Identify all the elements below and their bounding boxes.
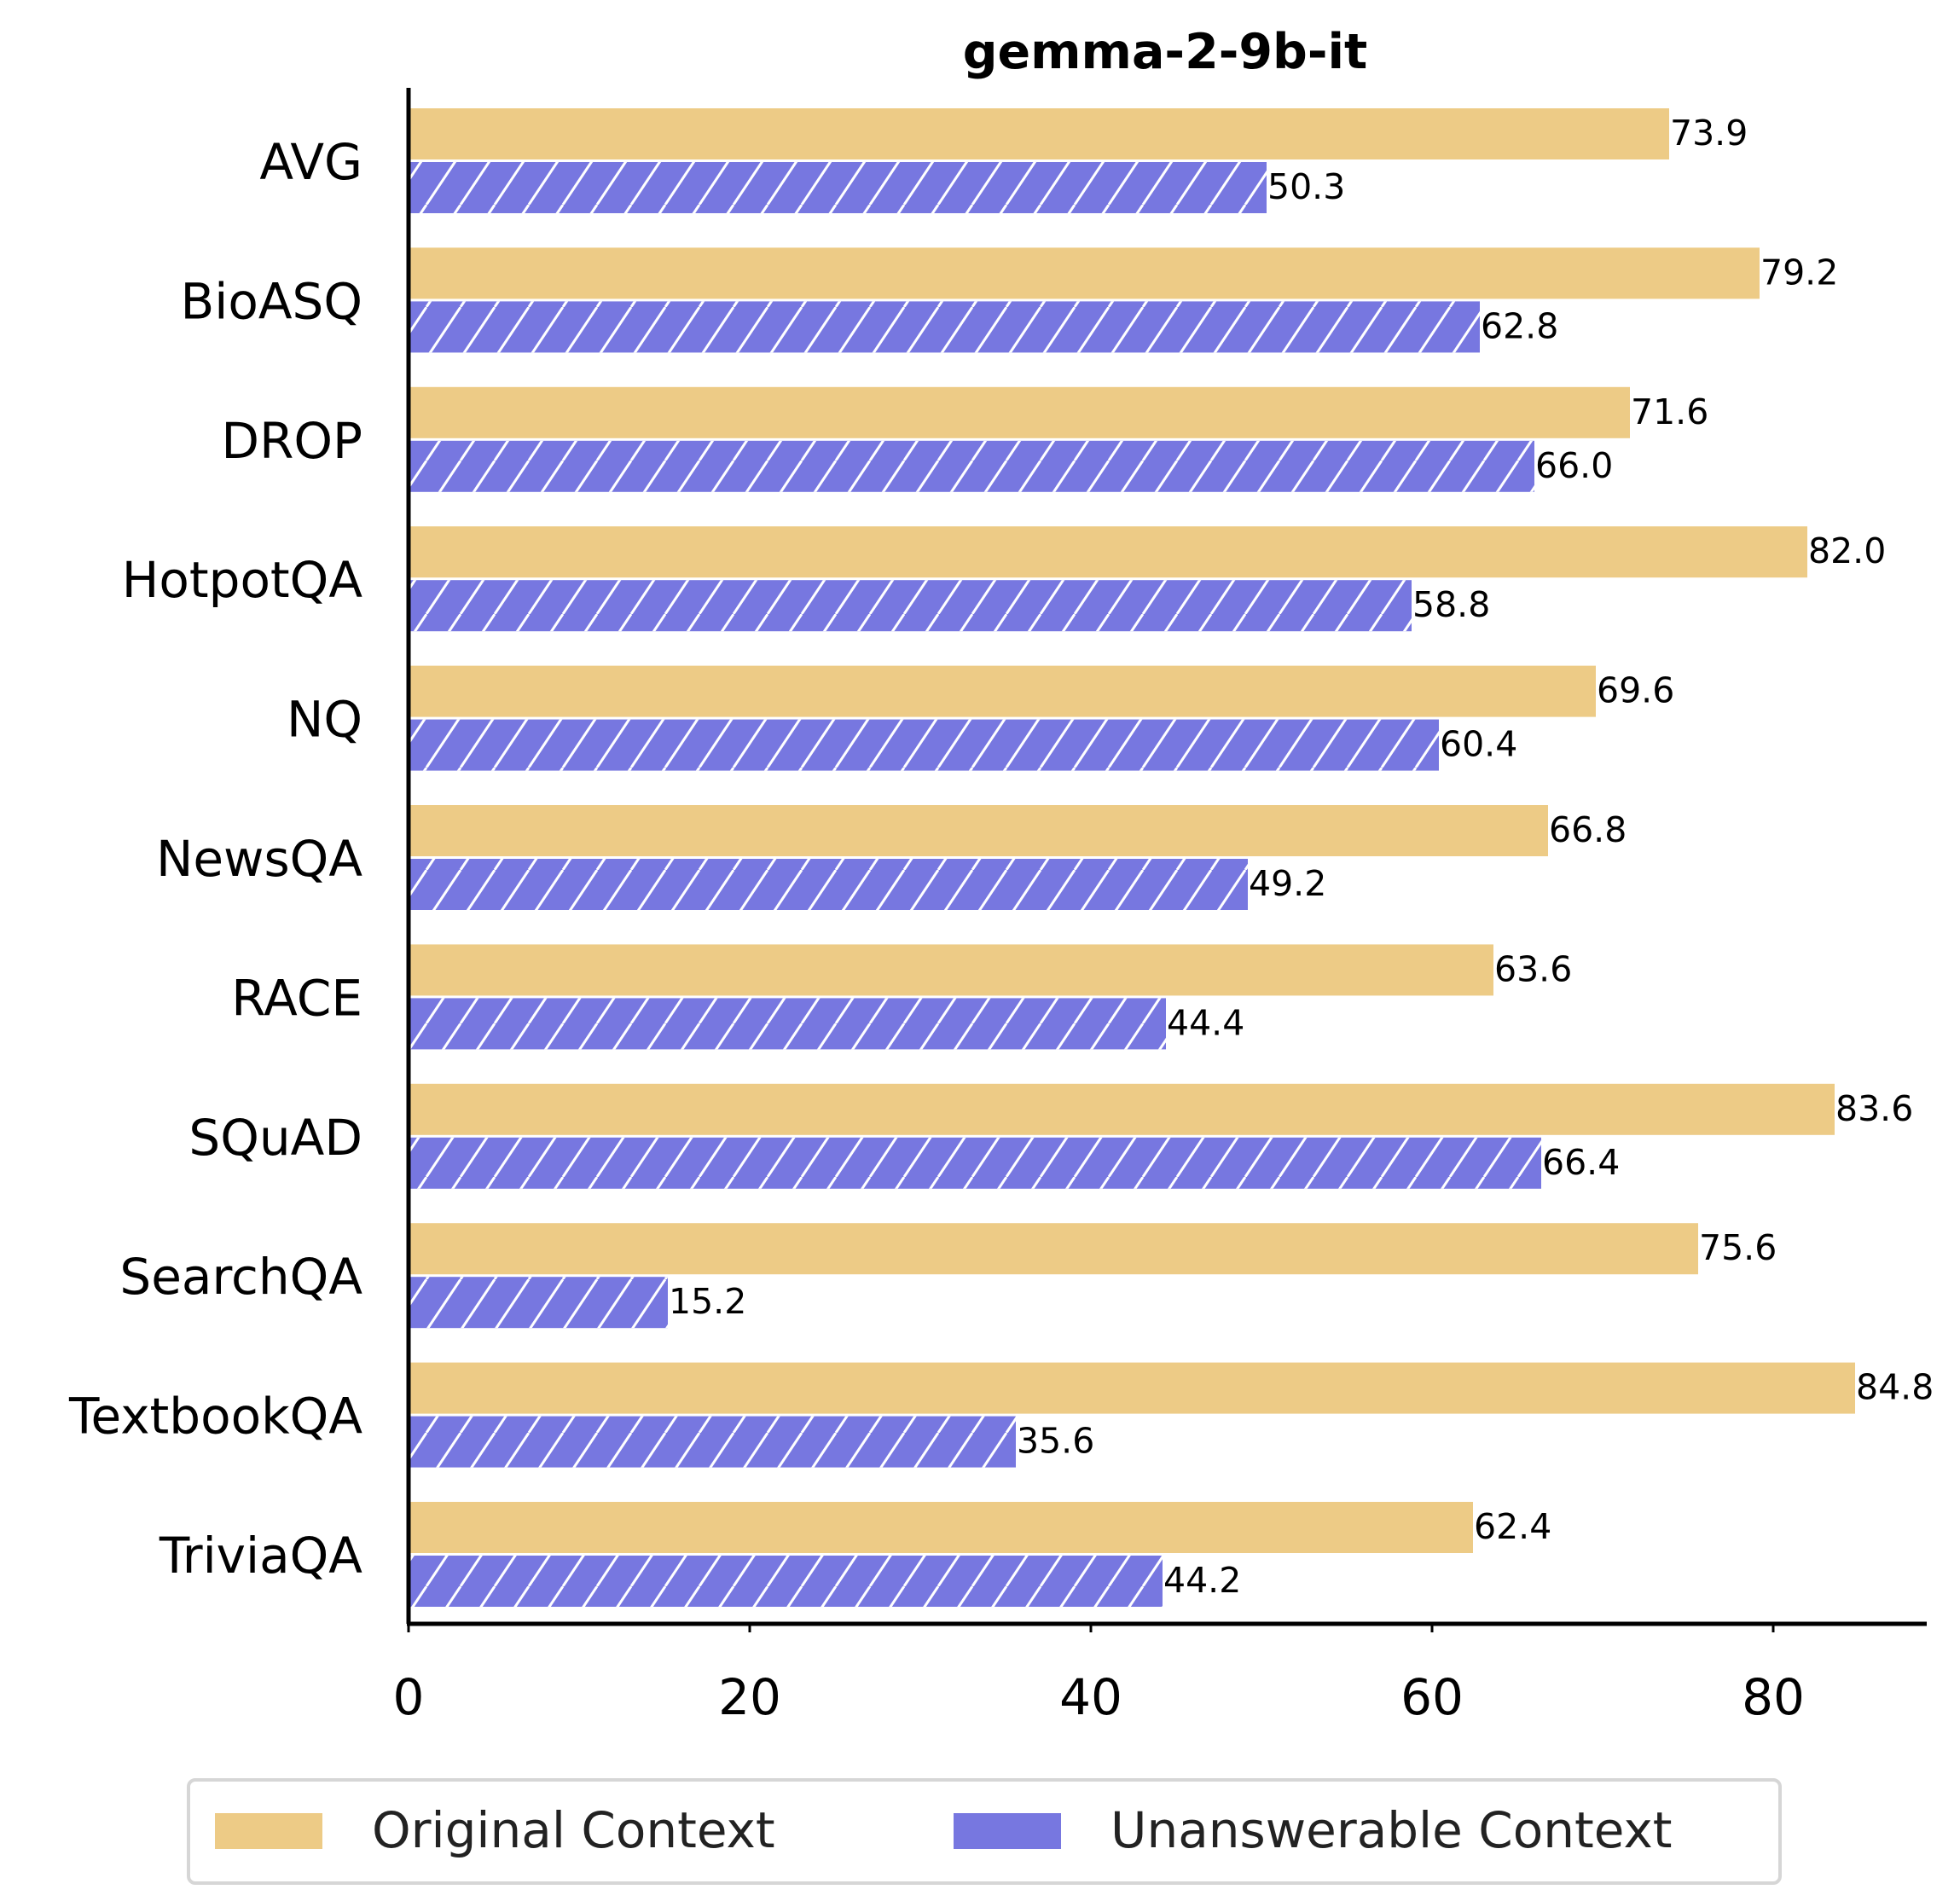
chart-title: gemma-2-9b-it <box>963 24 1368 80</box>
x-tick-label-40: 40 <box>1059 1668 1122 1726</box>
data-label-unanswerable-triviaqa: 44.2 <box>1163 1560 1241 1601</box>
bar-hatch-drop <box>409 440 1534 492</box>
data-label-unanswerable-race: 44.4 <box>1167 1002 1244 1043</box>
bar-original-newsqa <box>409 805 1548 856</box>
data-label-original-drop: 71.6 <box>1631 391 1708 432</box>
legend-swatch-original <box>215 1813 322 1849</box>
data-label-original-hotpotqa: 82.0 <box>1808 530 1886 571</box>
data-label-original-triviaqa: 62.4 <box>1474 1506 1551 1547</box>
bar-original-race <box>409 944 1493 996</box>
bar-hatch-nq <box>409 719 1439 771</box>
legend-swatch-unanswerable <box>954 1813 1061 1849</box>
legend-label-unanswerable: Unanswerable Context <box>1110 1801 1673 1859</box>
data-label-original-textbookqa: 84.8 <box>1856 1367 1934 1408</box>
data-label-original-squad: 83.6 <box>1835 1088 1913 1129</box>
data-label-unanswerable-searchqa: 15.2 <box>669 1281 746 1322</box>
bar-original-textbookqa <box>409 1362 1855 1414</box>
data-label-unanswerable-drop: 66.0 <box>1535 445 1613 486</box>
data-label-original-avg: 73.9 <box>1670 113 1748 154</box>
category-label-textbookqa: TextbookQA <box>68 1388 362 1446</box>
category-label-searchqa: SearchQA <box>119 1248 362 1306</box>
category-label-newsqa: NewsQA <box>156 830 362 888</box>
legend: Original Context Unanswerable Context <box>187 1778 1782 1885</box>
bar-hatch-hotpotqa <box>409 580 1412 632</box>
category-label-drop: DROP <box>221 412 362 470</box>
data-label-unanswerable-squad: 66.4 <box>1542 1142 1620 1183</box>
category-labels: AVG BioASQ DROP HotpotQA NQ NewsQA RACE SQuAD Se… <box>68 133 362 1585</box>
bars-group: 73.9 50.3 79.2 62.8 71.6 66.0 82.0 58.8 69.6 60.4… <box>409 108 1934 1607</box>
x-tick-label-60: 60 <box>1400 1668 1464 1726</box>
data-label-unanswerable-newsqa: 49.2 <box>1249 863 1326 904</box>
data-label-original-newsqa: 66.8 <box>1549 809 1627 850</box>
data-label-unanswerable-bioasq: 62.8 <box>1481 305 1558 346</box>
bar-original-drop <box>409 386 1630 438</box>
x-tick-label-20: 20 <box>718 1668 781 1726</box>
category-label-nq: NQ <box>287 691 362 749</box>
data-label-unanswerable-textbookqa: 35.6 <box>1017 1421 1094 1462</box>
bar-original-avg <box>409 108 1669 159</box>
bar-hatch-squad <box>409 1137 1541 1189</box>
bar-original-squad <box>409 1083 1835 1135</box>
data-label-unanswerable-avg: 50.3 <box>1267 166 1345 207</box>
bar-original-searchqa <box>409 1223 1698 1275</box>
data-label-unanswerable-nq: 60.4 <box>1440 724 1517 765</box>
bar-hatch-textbookqa <box>409 1416 1016 1468</box>
bar-hatch-newsqa <box>409 859 1248 910</box>
data-label-unanswerable-hotpotqa: 58.8 <box>1412 584 1490 625</box>
category-label-hotpotqa: HotpotQA <box>122 551 363 609</box>
bar-hatch-avg <box>409 162 1267 213</box>
data-label-original-bioasq: 79.2 <box>1760 252 1838 293</box>
bar-original-triviaqa <box>409 1502 1473 1553</box>
category-label-bioasq: BioASQ <box>180 272 362 330</box>
x-tick-label-80: 80 <box>1742 1668 1805 1726</box>
data-label-original-searchqa: 75.6 <box>1699 1227 1777 1268</box>
bar-original-hotpotqa <box>409 526 1807 578</box>
bar-hatch-triviaqa <box>409 1556 1163 1607</box>
bar-hatch-race <box>409 998 1166 1050</box>
bar-hatch-searchqa <box>409 1277 668 1329</box>
bar-original-nq <box>409 665 1596 717</box>
category-label-triviaqa: TriviaQA <box>159 1527 362 1585</box>
data-label-original-nq: 69.6 <box>1597 670 1674 711</box>
bar-hatch-bioasq <box>409 301 1480 353</box>
x-tick-label-0: 0 <box>393 1668 425 1726</box>
bar-original-bioasq <box>409 247 1760 299</box>
category-label-avg: AVG <box>259 133 362 191</box>
data-label-original-race: 63.6 <box>1494 948 1572 989</box>
legend-label-original: Original Context <box>372 1801 775 1859</box>
category-label-race: RACE <box>231 969 362 1027</box>
x-axis-ticks: 0 20 40 60 80 <box>393 1624 1805 1726</box>
category-label-squad: SQuAD <box>188 1109 362 1167</box>
